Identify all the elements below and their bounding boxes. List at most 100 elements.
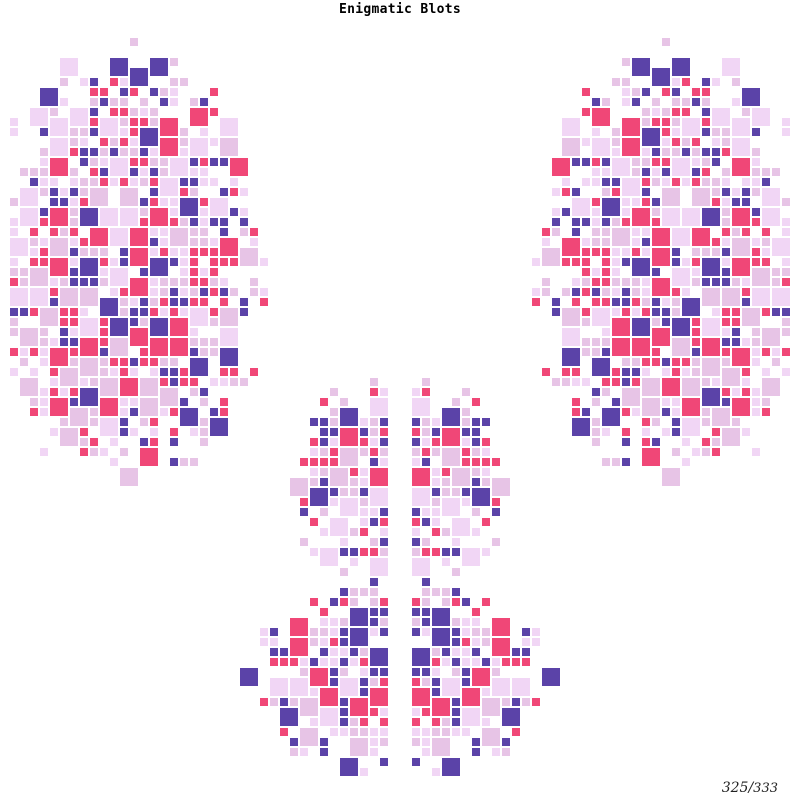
blot-square-158 — [120, 148, 128, 156]
blot-square-1060 — [330, 488, 338, 496]
blot-square-306 — [80, 198, 88, 206]
blot-square-647 — [582, 318, 590, 326]
blot-square-757 — [752, 358, 760, 366]
blot-square-1153 — [422, 608, 430, 616]
blot-square-794 — [230, 378, 238, 386]
blot-square-330 — [100, 208, 118, 226]
blot-square-1105 — [452, 538, 460, 546]
blot-square-1289 — [532, 698, 540, 706]
blot-square-687 — [582, 338, 590, 346]
blot-square-856 — [140, 398, 158, 416]
blot-square-63 — [732, 98, 740, 106]
blot-square-1086 — [360, 518, 368, 526]
blot-square-164 — [90, 148, 98, 156]
blot-square-661 — [702, 318, 720, 336]
blot-square-217 — [692, 168, 700, 176]
blot-square-426 — [200, 248, 208, 256]
blot-square-960 — [360, 438, 368, 446]
blot-square-1254 — [380, 678, 388, 686]
blot-square-853 — [592, 398, 600, 406]
blot-square-1014 — [320, 458, 328, 466]
blot-square-230 — [210, 178, 218, 186]
blot-square-319 — [562, 208, 570, 216]
blot-square-501 — [692, 268, 700, 276]
blot-square-103 — [732, 118, 750, 136]
blot-square-21 — [702, 78, 710, 86]
blot-square-1030 — [360, 468, 368, 476]
blot-square-337 — [732, 208, 750, 226]
blot-square-805 — [622, 378, 630, 386]
blot-square-933 — [442, 428, 460, 446]
blot-square-189 — [652, 158, 660, 166]
blot-square-361 — [752, 218, 760, 226]
blot-square-635 — [722, 308, 730, 316]
blot-square-767 — [612, 368, 620, 376]
blot-square-980 — [80, 438, 88, 446]
blot-square-994 — [310, 448, 318, 456]
blot-square-923 — [702, 418, 710, 426]
blot-square-1126 — [340, 568, 348, 576]
blot-square-484 — [30, 258, 38, 266]
blot-square-1131 — [422, 588, 430, 596]
blot-square-92 — [140, 118, 148, 126]
blot-square-145 — [712, 138, 720, 146]
blot-square-1301 — [412, 718, 420, 726]
blot-square-718 — [140, 348, 148, 356]
blot-square-190 — [130, 158, 138, 166]
blot-square-371 — [592, 228, 600, 236]
blot-square-434 — [160, 248, 168, 256]
blot-square-64 — [210, 108, 218, 116]
blot-square-308 — [70, 198, 78, 206]
blot-square-841 — [742, 388, 750, 396]
blot-square-809 — [642, 378, 660, 396]
blot-square-131 — [592, 138, 610, 156]
blot-square-526 — [150, 278, 158, 286]
blot-square-1245 — [452, 668, 460, 676]
blot-square-467 — [622, 258, 630, 266]
blot-square-1031 — [432, 468, 440, 476]
blot-square-162 — [100, 148, 108, 156]
blot-square-84 — [30, 108, 48, 126]
blot-square-884 — [160, 408, 168, 416]
blot-square-974 — [140, 438, 148, 446]
blot-square-1308 — [310, 718, 318, 726]
blot-square-17 — [672, 78, 680, 86]
blot-square-932 — [340, 428, 358, 446]
blot-square-439 — [652, 248, 670, 266]
blot-square-643 — [772, 308, 780, 316]
blot-square-865 — [722, 398, 730, 406]
blot-square-1283 — [502, 698, 510, 706]
blot-square-1013 — [462, 458, 470, 466]
blot-square-915 — [642, 418, 650, 426]
blot-square-215 — [662, 168, 670, 176]
blot-square-124 — [10, 128, 18, 136]
blot-square-404 — [190, 238, 198, 246]
blot-square-232 — [200, 178, 208, 186]
blot-square-136 — [130, 138, 138, 146]
blot-square-383 — [672, 228, 690, 246]
blot-square-1170 — [380, 628, 388, 636]
blot-square-658 — [100, 318, 108, 326]
blot-square-1220 — [350, 658, 358, 666]
blot-square-1009 — [412, 458, 420, 466]
blot-square-848 — [320, 398, 328, 406]
blot-square-504 — [30, 268, 48, 286]
blot-square-356 — [140, 218, 148, 226]
blot-square-1001 — [692, 448, 700, 456]
blot-square-396 — [250, 238, 258, 246]
blot-square-510 — [250, 278, 258, 286]
blot-square-1163 — [452, 618, 460, 626]
edition-index: 325 — [721, 780, 749, 796]
blot-square-556 — [200, 288, 208, 296]
blot-square-91 — [642, 118, 650, 126]
blot-square-909 — [482, 418, 490, 426]
blot-square-877 — [572, 408, 580, 416]
blot-square-723 — [722, 348, 730, 356]
blot-square-488 — [210, 268, 218, 276]
blot-square-739 — [632, 358, 640, 366]
blot-square-470 — [120, 258, 128, 266]
blot-square-183 — [612, 158, 630, 176]
blot-square-624 — [150, 308, 158, 316]
blot-square-327 — [652, 208, 660, 216]
blot-square-157 — [662, 148, 670, 156]
